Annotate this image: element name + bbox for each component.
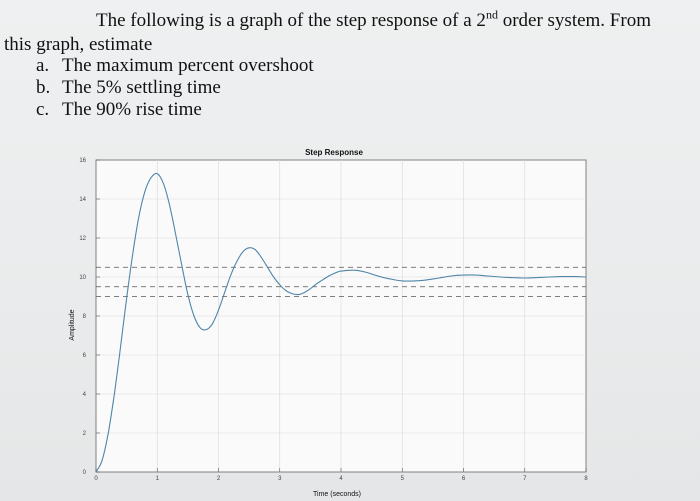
x-tick-label: 1 <box>156 476 160 482</box>
item-b-label: b. <box>36 77 51 98</box>
x-tick-label: 7 <box>523 476 527 482</box>
x-tick-label: 3 <box>278 476 282 482</box>
x-axis-label: Time (seconds) <box>313 491 361 498</box>
grid-lines <box>96 160 586 472</box>
x-tick-label: 0 <box>94 476 98 482</box>
y-tick-label: 2 <box>83 431 87 437</box>
y-tick-label: 4 <box>83 392 87 398</box>
item-c-label: c. <box>36 99 50 120</box>
problem-intro-line1: The following is a graph of the step res… <box>96 7 651 32</box>
step-response-line <box>95 172 587 473</box>
y-tick-label: 12 <box>79 236 86 242</box>
tick-marks <box>95 159 587 473</box>
x-tick-label: 8 <box>584 476 588 482</box>
question-item-b: b. The 5% settling time <box>36 77 221 99</box>
chart-title: Step Response <box>305 148 363 157</box>
intro-part2: order system. From <box>497 10 651 31</box>
item-c-text: The 90% rise time <box>62 99 202 120</box>
question-item-c: c. The 90% rise time <box>36 99 202 121</box>
y-tick-label: 0 <box>83 470 87 476</box>
intro-part1: The following is a graph of the step res… <box>96 10 486 31</box>
x-tick-label: 5 <box>401 476 405 482</box>
item-a-text: The maximum percent overshoot <box>62 55 314 76</box>
x-tick-label: 6 <box>462 476 466 482</box>
y-axis-label: Amplitude <box>69 309 76 340</box>
intro-superscript: nd <box>485 7 498 22</box>
item-a-label: a. <box>36 55 50 76</box>
y-tick-label: 10 <box>79 275 86 281</box>
y-tick-label: 16 <box>79 158 86 164</box>
y-tick-label: 6 <box>83 353 87 359</box>
y-tick-label: 8 <box>83 314 87 320</box>
question-item-a: a. The maximum percent overshoot <box>36 55 314 77</box>
x-tick-label: 2 <box>217 476 221 482</box>
reference-lines <box>96 266 586 297</box>
problem-intro-line2: this graph, estimate <box>4 34 153 55</box>
item-b-text: The 5% settling time <box>62 77 221 98</box>
x-tick-label: 4 <box>339 476 343 482</box>
y-tick-label: 14 <box>79 197 86 203</box>
